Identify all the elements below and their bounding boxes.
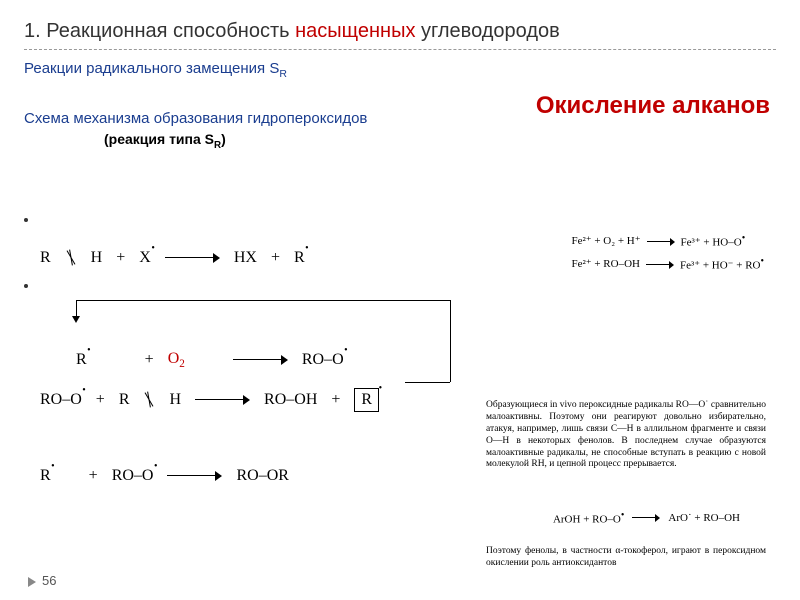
paragraph-2: Поэтому фенолы, в частности α-токоферол,…	[486, 546, 766, 570]
reaction-type-text: (реакция типа S	[104, 131, 214, 147]
term-HX: HX	[234, 249, 257, 267]
term-R-radical: R	[76, 351, 87, 369]
term-H: H	[91, 249, 103, 267]
subtitle-sub: R	[279, 68, 287, 80]
term-ROO-radical: RO–O	[302, 351, 344, 369]
equations-area: R H + X HX + R R + O2 RO–O RO–O + R	[40, 230, 379, 504]
term-H: H	[169, 391, 181, 409]
eq-row-2: R + O2 RO–O	[40, 348, 379, 372]
term-X-radical: X	[139, 249, 151, 267]
plus: +	[96, 391, 105, 409]
bottom-eq-right: ArO˙ + RO–OH	[668, 512, 740, 524]
title-suffix: углеводородов	[421, 20, 560, 42]
term-O2: O2	[168, 350, 185, 370]
side-eq-1-left: Fe²⁺ + O₂ + H⁺	[572, 232, 641, 252]
bullet-icon	[24, 284, 28, 288]
title-prefix: 1. Реакционная способность	[24, 20, 295, 42]
eq-row-3: RO–O + R H RO–OH + R	[40, 388, 379, 412]
eq-row-4: R + RO–O RO–OR	[40, 464, 379, 488]
loop-line	[76, 300, 450, 301]
subtitle: Реакции радикального замещения SR	[24, 60, 776, 80]
term-ROO-radical: RO–O	[112, 467, 154, 485]
term-R: R	[119, 391, 130, 409]
title-highlight: насыщенных	[295, 20, 421, 42]
divider	[24, 49, 776, 50]
term-R-radical: R	[40, 467, 51, 485]
side-eq-2: Fe²⁺ + RO–OH Fe³⁺ + HO⁻ + RO•	[572, 253, 765, 276]
plus: +	[89, 467, 98, 485]
page-number: 56	[28, 573, 56, 588]
reaction-type-close: )	[221, 131, 226, 147]
loop-arrow-icon	[72, 316, 80, 323]
arrow-icon	[646, 261, 674, 269]
plus: +	[145, 351, 154, 369]
bullet-icon	[24, 218, 28, 222]
slide-title: 1. Реакционная способность насыщенных уг…	[24, 20, 776, 43]
slide: 1. Реакционная способность насыщенных уг…	[0, 0, 800, 600]
arrow-icon	[165, 253, 220, 263]
paragraph-1: Образующиеся in vivo пероксидные радикал…	[486, 400, 766, 471]
page-arrow-icon	[28, 577, 36, 587]
arrow-icon	[195, 395, 250, 405]
loop-line	[405, 382, 450, 383]
arrow-icon	[632, 514, 660, 522]
bond-break-icon	[143, 391, 155, 409]
term-ROOR: RO–OR	[236, 467, 288, 485]
O-letter: O	[168, 350, 180, 367]
term-R-radical-boxed: R	[354, 388, 379, 412]
alkanes-header: Окисление алканов	[536, 92, 770, 120]
page-number-text: 56	[42, 573, 56, 588]
arrow-icon	[233, 355, 288, 365]
bond-break-icon	[65, 249, 77, 267]
term-ROO-radical: RO–O	[40, 391, 82, 409]
term-R: R	[40, 249, 51, 267]
eq-row-1: R H + X HX + R	[40, 246, 379, 270]
term-ROOH: RO–OH	[264, 391, 317, 409]
side-eq-1-right: Fe³⁺ + HO–O•	[681, 230, 746, 253]
side-eq-1: Fe²⁺ + O₂ + H⁺ Fe³⁺ + HO–O•	[572, 230, 765, 253]
side-equations: Fe²⁺ + O₂ + H⁺ Fe³⁺ + HO–O• Fe²⁺ + RO–OH…	[572, 230, 765, 277]
paragraph-2-text: Поэтому фенолы, в частности α-токоферол,…	[486, 546, 766, 568]
plus: +	[271, 249, 280, 267]
side-eq-2-left: Fe²⁺ + RO–OH	[572, 255, 640, 275]
arrow-icon	[167, 471, 222, 481]
bottom-equation: ArOH + RO–O• ArO˙ + RO–OH	[553, 510, 740, 526]
arrow-icon	[647, 238, 675, 246]
plus: +	[331, 391, 340, 409]
plus: +	[116, 249, 125, 267]
side-eq-2-right: Fe³⁺ + HO⁻ + RO•	[680, 253, 764, 276]
reaction-type: (реакция типа SR)	[104, 131, 776, 151]
sub2: 2	[179, 358, 185, 370]
term-R-radical: R	[294, 249, 305, 267]
bottom-eq-left: ArOH + RO–O•	[553, 510, 624, 526]
subtitle-text: Реакции радикального замещения S	[24, 60, 279, 77]
loop-line	[450, 300, 451, 382]
